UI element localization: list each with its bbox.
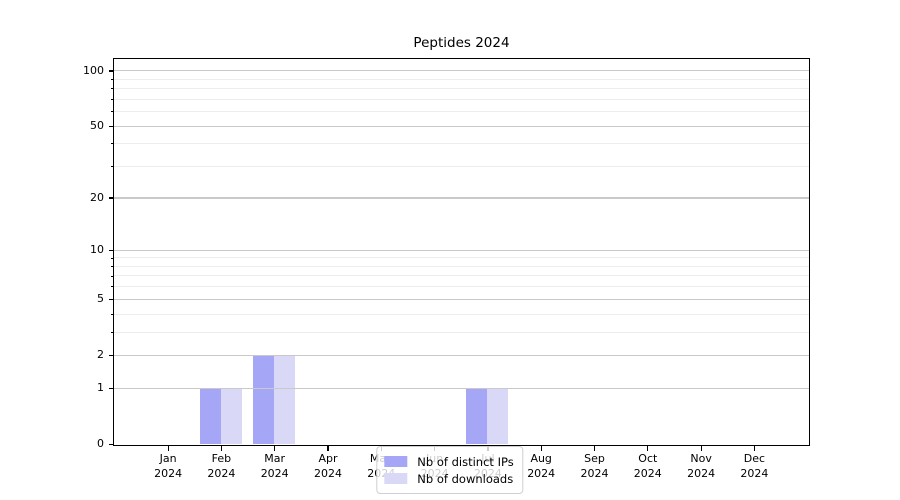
bar-distinct-ips <box>466 387 488 444</box>
y-minor-tick-mark <box>110 275 113 277</box>
legend-label-downloads: Nb of downloads <box>417 471 514 486</box>
legend-label-distinct-ips: Nb of distinct IPs <box>417 454 514 469</box>
x-tick-mark <box>327 446 329 451</box>
legend-swatch-distinct-ips <box>384 456 408 467</box>
y-tick-mark <box>108 443 113 446</box>
y-minor-tick-mark <box>110 266 113 268</box>
bar-distinct-ips <box>199 387 221 444</box>
x-tick-label: Feb 2024 <box>176 451 266 481</box>
legend-item-downloads: Nb of downloads <box>384 470 513 487</box>
x-tick-month: Aug <box>530 452 552 465</box>
bar-downloads <box>274 354 296 444</box>
x-tick-label: Aug 2024 <box>496 451 586 481</box>
x-tick-label: Oct 2024 <box>603 451 693 481</box>
x-tick-mark <box>700 446 702 451</box>
x-tick-year: 2024 <box>260 467 289 480</box>
x-tick-mark <box>540 446 542 451</box>
y-tick-mark <box>108 354 113 357</box>
y-tick-mark <box>108 249 113 251</box>
gridline-minor <box>114 88 809 90</box>
gridline-minor <box>114 165 809 167</box>
chart-title: Peptides 2024 <box>413 35 510 51</box>
x-tick-label: Apr 2024 <box>283 451 373 481</box>
legend-item-distinct-ips: Nb of distinct IPs <box>384 453 514 470</box>
x-tick-year: 2024 <box>527 467 556 480</box>
y-tick-mark <box>108 197 113 199</box>
gridline-minor <box>114 313 809 315</box>
gridline-minor <box>114 257 809 259</box>
gridline-major <box>114 354 809 357</box>
gridline-minor <box>114 98 809 100</box>
x-tick-mark <box>274 446 276 451</box>
gridline-major <box>114 70 809 72</box>
x-tick-mark <box>220 446 223 451</box>
y-minor-tick-mark <box>110 331 113 333</box>
x-tick-month: Dec <box>743 452 766 465</box>
legend: Nb of distinct IPs Nb of downloads <box>376 446 524 494</box>
x-tick-month: Mar <box>264 452 286 465</box>
gridline-major <box>114 249 809 251</box>
y-minor-tick-mark <box>110 286 113 288</box>
x-tick-year: 2024 <box>687 467 716 480</box>
gridline-major <box>114 197 809 199</box>
y-tick-label: 2 <box>97 348 104 362</box>
bar-distinct-ips <box>253 354 275 444</box>
y-tick-mark <box>108 70 113 72</box>
y-tick-label: 50 <box>90 119 104 133</box>
x-tick-label: Nov 2024 <box>656 451 746 481</box>
x-tick-year: 2024 <box>154 467 183 480</box>
y-tick-label: 20 <box>90 190 104 204</box>
x-tick-mark <box>753 446 756 451</box>
x-tick-label: Jan 2024 <box>123 451 213 481</box>
gridline-minor <box>114 265 809 267</box>
x-tick-year: 2024 <box>740 467 769 480</box>
x-tick-month: Feb <box>211 452 232 465</box>
y-tick-label: 100 <box>83 63 104 77</box>
y-minor-tick-mark <box>110 78 113 80</box>
gridline-major <box>114 125 809 127</box>
legend-swatch-downloads <box>384 473 408 484</box>
x-tick-mark <box>167 446 169 451</box>
x-tick-month: Apr <box>318 452 338 465</box>
y-tick-mark <box>108 298 113 301</box>
y-minor-tick-mark <box>110 313 113 315</box>
y-minor-tick-mark <box>110 166 113 167</box>
y-tick-label: 5 <box>97 292 104 306</box>
gridline-minor <box>114 78 809 80</box>
y-tick-mark <box>108 387 113 389</box>
x-tick-month: Jan <box>159 452 177 465</box>
x-tick-year: 2024 <box>580 467 609 480</box>
gridline-major <box>114 298 809 300</box>
x-tick-year: 2024 <box>207 467 236 480</box>
x-tick-year: 2024 <box>633 467 662 480</box>
bar-downloads <box>220 387 242 444</box>
x-tick-month: Oct <box>638 452 658 465</box>
bar-downloads <box>487 387 509 444</box>
gridline-minor <box>114 143 809 145</box>
plot-area <box>113 58 810 446</box>
y-minor-tick-mark <box>110 257 113 259</box>
x-tick-year: 2024 <box>314 467 342 480</box>
gridline-minor <box>114 275 809 277</box>
gridline-minor <box>114 111 809 113</box>
gridline-minor <box>114 286 809 288</box>
y-tick-label: 0 <box>97 437 104 451</box>
y-minor-tick-mark <box>110 98 113 100</box>
y-tick-label: 10 <box>90 243 104 257</box>
y-tick-label: 1 <box>97 381 104 395</box>
x-tick-label: Mar 2024 <box>230 451 320 481</box>
y-minor-tick-mark <box>110 143 113 145</box>
x-tick-month: Sep <box>584 452 605 465</box>
x-tick-month: Nov <box>690 452 712 465</box>
x-tick-label: Sep 2024 <box>550 451 640 481</box>
y-minor-tick-mark <box>110 88 113 90</box>
gridline-minor <box>114 331 809 333</box>
x-tick-label: Dec 2024 <box>709 451 799 481</box>
gridline-major <box>114 387 809 389</box>
x-tick-mark <box>647 446 649 451</box>
y-minor-tick-mark <box>110 111 113 113</box>
y-tick-mark <box>108 125 113 127</box>
x-tick-mark <box>593 446 596 451</box>
